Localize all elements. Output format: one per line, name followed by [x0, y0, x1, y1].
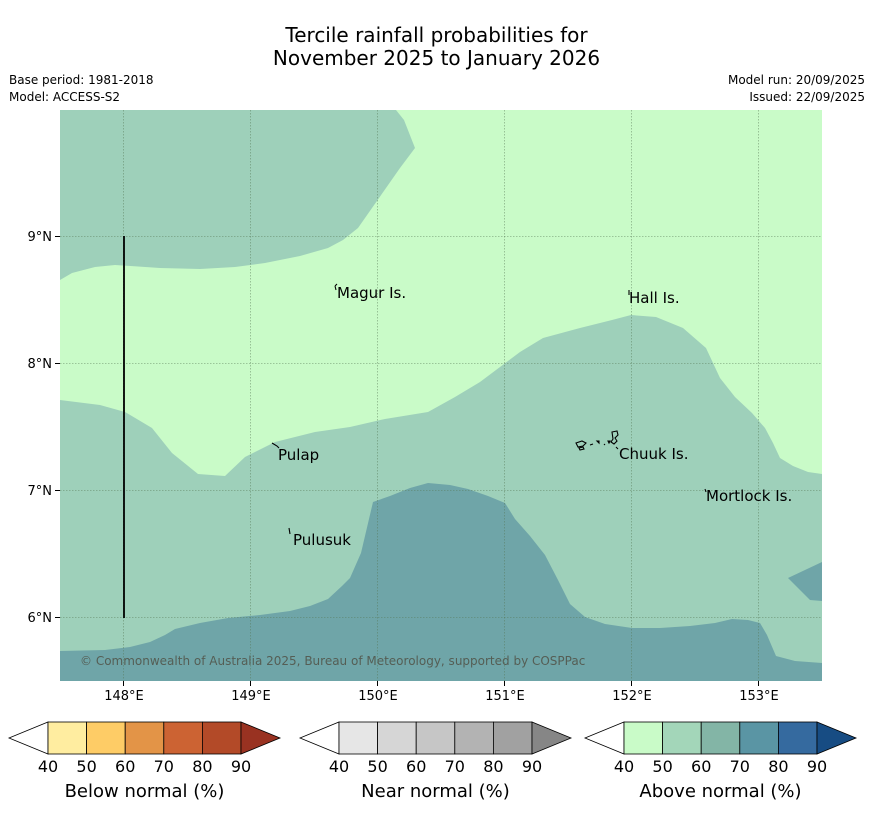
- colorbar-above-bin-40-50: [623, 721, 663, 755]
- pulusuk-island-shape: [288, 527, 291, 535]
- colorbar-near-bin-70-80: [454, 721, 494, 755]
- map-canvas: Magur Is. Hall Is. Pulap Chuuk Is. Mortl…: [60, 110, 822, 681]
- colorbar-above-bin-80-90: [778, 721, 818, 755]
- place-chuuk: Chuuk Is.: [619, 445, 688, 463]
- place-pulap: Pulap: [278, 446, 319, 464]
- colorbar-near-min-arrow: [298, 721, 340, 755]
- colorbar-below-label-60: 60: [115, 757, 135, 776]
- colorbar-below-min-arrow: [7, 721, 49, 755]
- issued-date: Issued: 22/09/2025: [749, 90, 865, 104]
- map-title-line1: Tercile rainfall probabilities for: [285, 23, 588, 47]
- graticule: [60, 110, 822, 681]
- lon-label-148: 148°E: [104, 689, 144, 704]
- colorbar-below-label-50: 50: [76, 757, 96, 776]
- colorbar-near-normal: 40 50 60 70 80 90: [298, 721, 573, 776]
- region-above-60: [60, 483, 822, 681]
- colorbar-below-label-90: 90: [231, 757, 251, 776]
- lat-axis: 9°N 8°N 7°N 6°N: [28, 230, 60, 626]
- mortlock-island-shape: [704, 488, 707, 493]
- place-magur: Magur Is.: [337, 284, 406, 302]
- colorbar-near-label-60: 60: [406, 757, 426, 776]
- colorbar-below-bin-80-90: [201, 721, 242, 755]
- colorbar-above-label-40: 40: [614, 757, 634, 776]
- place-pulusuk: Pulusuk: [293, 531, 351, 549]
- colorbar-above-label-70: 70: [730, 757, 750, 776]
- lat-label-9: 9°N: [28, 230, 53, 245]
- colorbar-below-max-arrow: [240, 721, 282, 755]
- place-hall: Hall Is.: [629, 289, 680, 307]
- colorbar-above-bin-60-70: [700, 721, 741, 755]
- lon-axis: 148°E 149°E 150°E 151°E 152°E 153°E: [104, 681, 779, 704]
- model-name: Model: ACCESS-S2: [9, 90, 121, 104]
- lat-label-8: 8°N: [28, 357, 53, 372]
- place-mortlock: Mortlock Is.: [706, 487, 792, 505]
- colorbar-below-normal: 40 50 60 70 80 90: [7, 721, 282, 776]
- colorbar-above-min-arrow: [583, 721, 625, 755]
- region-above-60-east: [788, 562, 822, 601]
- colorbar-above-title: Above normal (%): [639, 781, 802, 802]
- lon-label-150: 150°E: [358, 689, 398, 704]
- map-panel: Magur Is. Hall Is. Pulap Chuuk Is. Mortl…: [60, 110, 822, 681]
- colorbar-near-label-40: 40: [329, 757, 349, 776]
- chuuk-island-shapes: [575, 430, 619, 451]
- colorbar-below-label-40: 40: [38, 757, 58, 776]
- lon-label-152: 152°E: [612, 689, 652, 704]
- colorbar-near-label-50: 50: [367, 757, 387, 776]
- colorbar-below-bin-40-50: [47, 721, 87, 755]
- colorbar-above-label-80: 80: [768, 757, 788, 776]
- model-run: Model run: 20/09/2025: [727, 73, 865, 87]
- colorbar-near-max-arrow: [531, 721, 573, 755]
- colorbar-below-bin-70-80: [163, 721, 203, 755]
- region-above-50-north: [60, 110, 415, 280]
- lat-label-6: 6°N: [28, 611, 53, 626]
- map-title-line2: November 2025 to January 2026: [272, 46, 601, 70]
- colorbar-below-label-80: 80: [192, 757, 212, 776]
- colorbar-near-bin-60-70: [415, 721, 456, 755]
- colorbar-below-title: Below normal (%): [64, 781, 225, 802]
- magur-island-shape: [334, 283, 338, 291]
- base-period: Base period: 1981-2018: [9, 73, 154, 87]
- lon-label-149: 149°E: [231, 689, 271, 704]
- colorbar-near-bin-80-90: [492, 721, 533, 755]
- colorbar-near-bin-40-50: [338, 721, 378, 755]
- colorbar-near-label-80: 80: [483, 757, 503, 776]
- islands: [271, 283, 707, 535]
- lon-label-153: 153°E: [739, 689, 779, 704]
- colorbar-near-title: Near normal (%): [361, 781, 510, 802]
- colorbar-below-bin-50-60: [86, 721, 126, 755]
- colorbar-above-max-arrow: [816, 721, 858, 755]
- colorbar-above-bin-70-80: [739, 721, 779, 755]
- colorbar-above-label-50: 50: [652, 757, 672, 776]
- colorbar-above-label-90: 90: [807, 757, 827, 776]
- colorbar-above-normal: 40 50 60 70 80 90: [583, 721, 858, 776]
- colorbar-legend: 40 50 60 70 80 90 40 50 60 70 80 90 40 5…: [7, 721, 858, 776]
- colorbar-above-label-60: 60: [691, 757, 711, 776]
- copyright-notice: © Commonwealth of Australia 2025, Bureau…: [80, 654, 585, 668]
- colorbar-above-bin-50-60: [662, 721, 702, 755]
- lon-label-151: 151°E: [485, 689, 525, 704]
- pulap-island-shape: [271, 442, 280, 449]
- colorbar-below-bin-60-70: [124, 721, 165, 755]
- lat-label-7: 7°N: [28, 484, 53, 499]
- colorbar-near-bin-50-60: [377, 721, 417, 755]
- colorbar-near-label-90: 90: [522, 757, 542, 776]
- colorbar-near-label-70: 70: [445, 757, 465, 776]
- colorbar-below-label-70: 70: [154, 757, 174, 776]
